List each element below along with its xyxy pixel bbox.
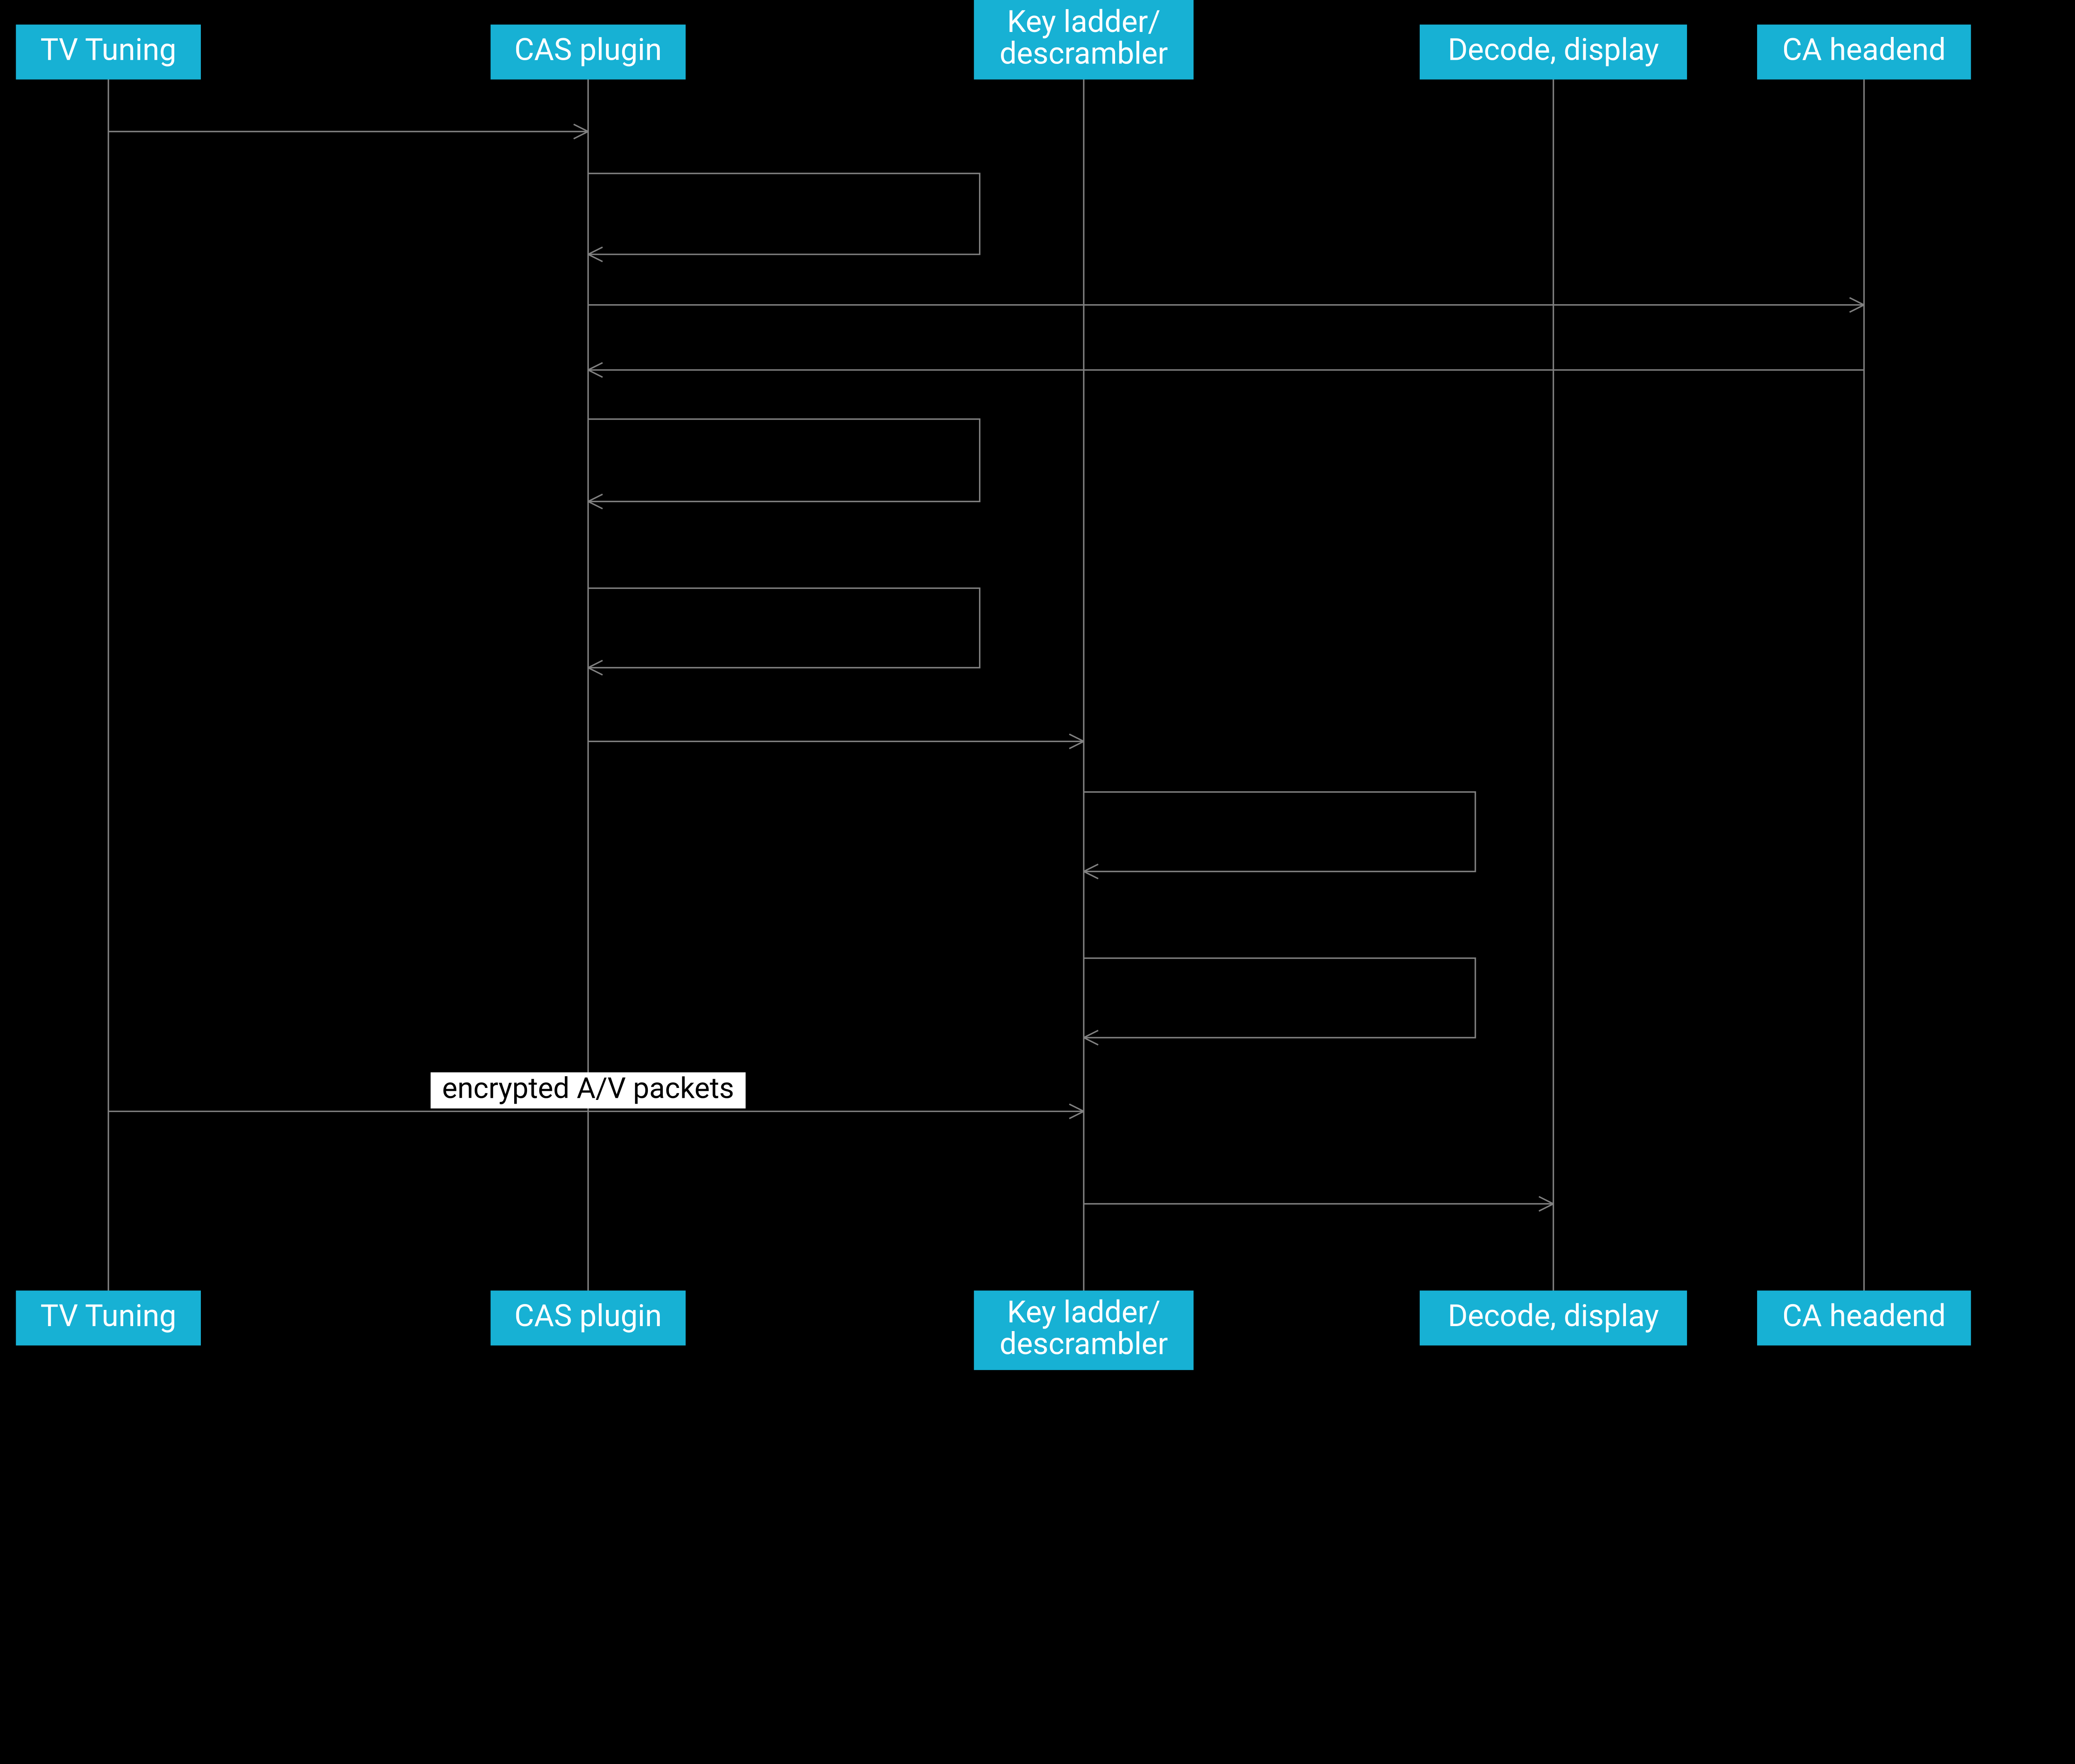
participant-ca-label: CA headend bbox=[1782, 32, 1946, 68]
participant-kld-label: Key ladder/ bbox=[1007, 4, 1161, 39]
participant-kld-label: Key ladder/ bbox=[1007, 1294, 1161, 1330]
participant-cas-label: CAS plugin bbox=[515, 1298, 662, 1334]
sequence-diagram: TV Tuning TV Tuning CAS plugin CAS plugin Ke… bbox=[0, 0, 2075, 1370]
participant-tv-label: TV Tuning bbox=[40, 32, 176, 68]
participant-ca-label: CA headend bbox=[1782, 1298, 1946, 1334]
participant-cas-label: CAS plugin bbox=[515, 32, 662, 68]
participant-dec-label: Decode, display bbox=[1448, 1298, 1659, 1334]
participant-dec-label: Decode, display bbox=[1448, 32, 1659, 68]
participant-kld-label: descrambler bbox=[1000, 1326, 1168, 1362]
message-9-label: encrypted A/V packets bbox=[442, 1071, 734, 1105]
participant-kld-label: descrambler bbox=[1000, 35, 1168, 71]
participant-tv-label: TV Tuning bbox=[40, 1298, 176, 1334]
